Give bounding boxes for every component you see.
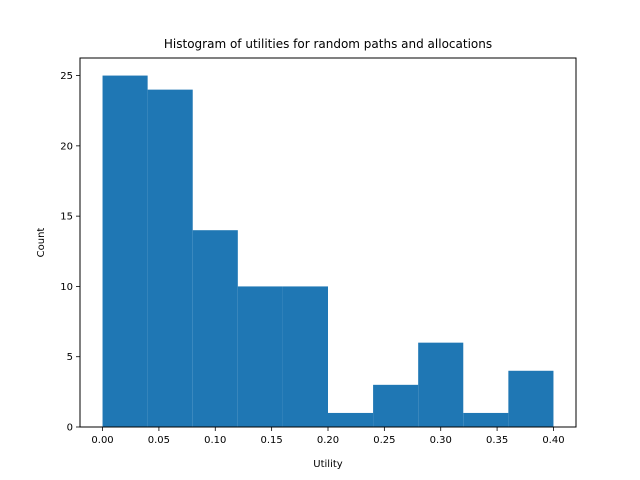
x-tick-label: 0.15 <box>261 435 283 446</box>
bars-group <box>102 75 554 428</box>
y-tick-label: 20 <box>60 141 73 152</box>
histogram-bar-6 <box>373 384 419 427</box>
y-tick-label: 5 <box>67 352 73 363</box>
y-axis-label: Count <box>36 228 47 258</box>
y-ticks-group: 0 5 10 15 20 25 <box>60 71 80 434</box>
x-tick-label: 0.00 <box>91 435 113 446</box>
histogram-bar-1 <box>147 89 193 427</box>
histogram-bar-9 <box>508 370 554 427</box>
x-tick-label: 0.30 <box>430 435 452 446</box>
y-tick-label: 15 <box>60 212 73 223</box>
histogram-bar-4 <box>282 286 328 427</box>
histogram-bar-0 <box>102 75 148 428</box>
histogram-bar-2 <box>192 230 238 427</box>
y-tick-label: 10 <box>60 282 73 293</box>
x-ticks-group: 0.00 0.05 0.10 0.15 0.20 0.25 0.30 0.35 0.40 <box>91 427 565 446</box>
plot-frame <box>79 57 577 428</box>
histogram-bar-3 <box>237 286 283 427</box>
histogram-bar-7 <box>418 342 464 427</box>
chart-title: Histogram of utilities for random paths … <box>164 37 492 51</box>
x-tick-label: 0.35 <box>486 435 508 446</box>
histogram-bar-5 <box>328 412 374 427</box>
x-axis-label: Utility <box>313 459 342 470</box>
x-tick-label: 0.40 <box>542 435 564 446</box>
y-tick-label: 0 <box>67 423 73 434</box>
x-tick-label: 0.10 <box>204 435 226 446</box>
x-tick-label: 0.25 <box>373 435 395 446</box>
y-tick-label: 25 <box>60 71 73 82</box>
x-tick-label: 0.20 <box>317 435 339 446</box>
histogram-bar-8 <box>463 412 509 427</box>
x-tick-label: 0.05 <box>148 435 170 446</box>
